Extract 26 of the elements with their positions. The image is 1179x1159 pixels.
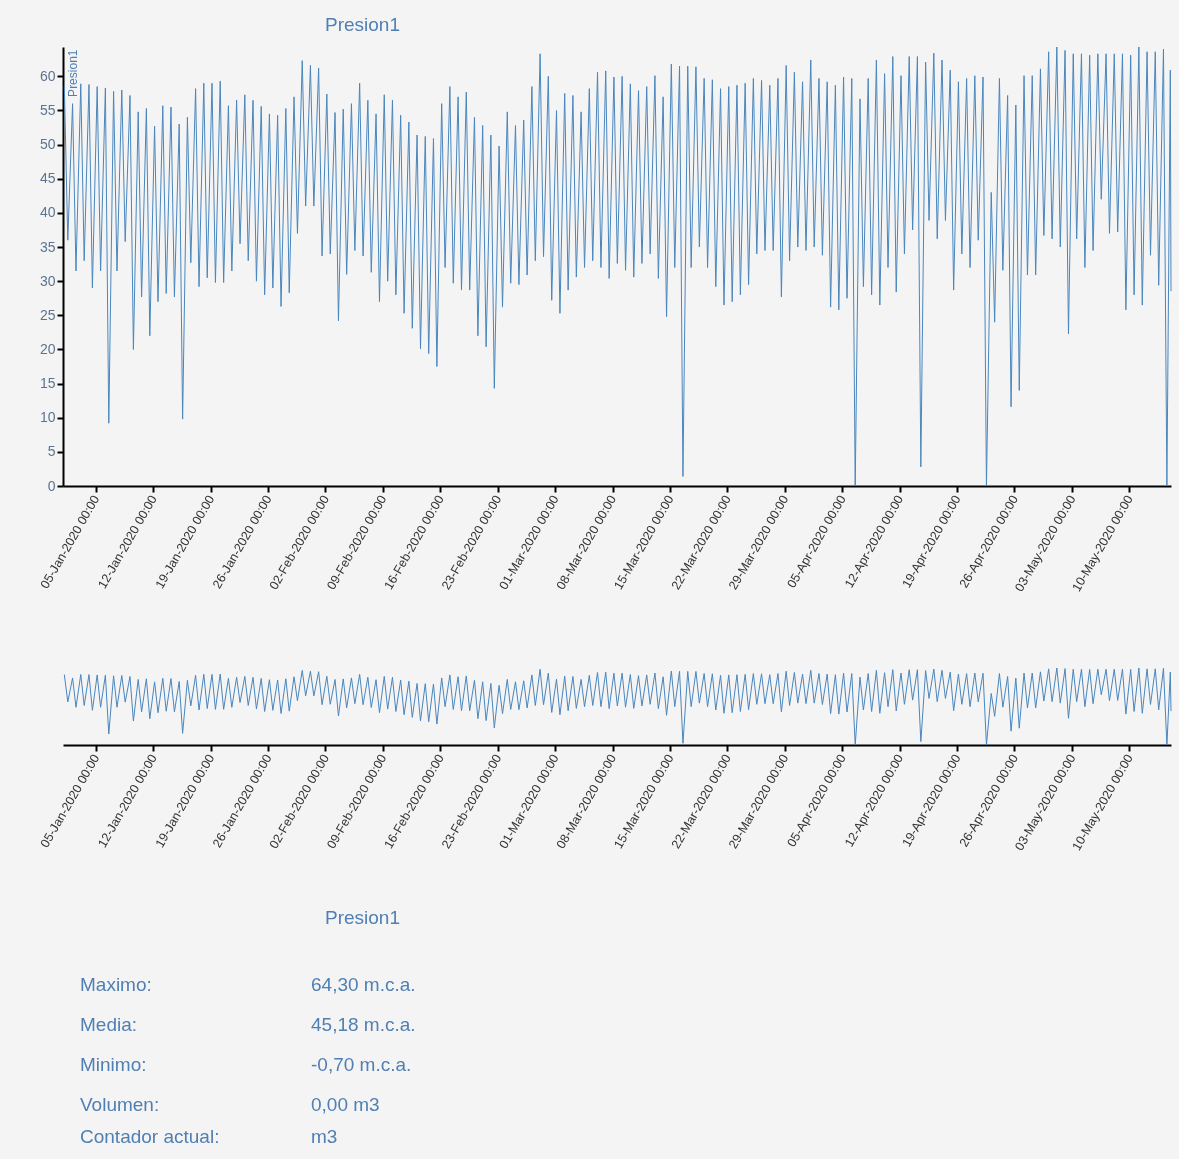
text: Minimo: <box>80 1054 147 1075</box>
y-tick-label: 40 <box>39 204 56 221</box>
y-tick-label: 10 <box>39 409 56 426</box>
y-tick-label: 5 <box>47 443 56 460</box>
y-tick-label: 60 <box>39 67 56 84</box>
y-tick-label: 25 <box>39 306 56 323</box>
text: Media: <box>80 1014 138 1035</box>
y-tick-label: 50 <box>39 136 56 153</box>
y-tick-label: 0 <box>47 477 56 494</box>
text: Contador actual: <box>80 1126 220 1147</box>
y-tick-label: 20 <box>39 340 56 357</box>
text: m3 <box>311 1126 338 1147</box>
y-tick-label: 35 <box>39 238 56 255</box>
chart-title: Presion1 <box>325 13 400 35</box>
text: Presion1 <box>325 907 400 928</box>
text: -0,70 m.c.a. <box>311 1054 412 1075</box>
y-tick-label: 55 <box>39 101 56 118</box>
text: 64,30 m.c.a. <box>311 974 416 995</box>
text: 45,18 m.c.a. <box>311 1014 416 1035</box>
y-axis-title: Presion1 <box>65 49 80 97</box>
text: 0,00 m3 <box>311 1094 380 1115</box>
y-tick-label: 30 <box>39 272 56 289</box>
y-tick-label: 15 <box>39 375 56 392</box>
y-tick-label: 45 <box>39 170 56 187</box>
text: Maximo: <box>80 974 152 995</box>
text: Volumen: <box>80 1094 160 1115</box>
